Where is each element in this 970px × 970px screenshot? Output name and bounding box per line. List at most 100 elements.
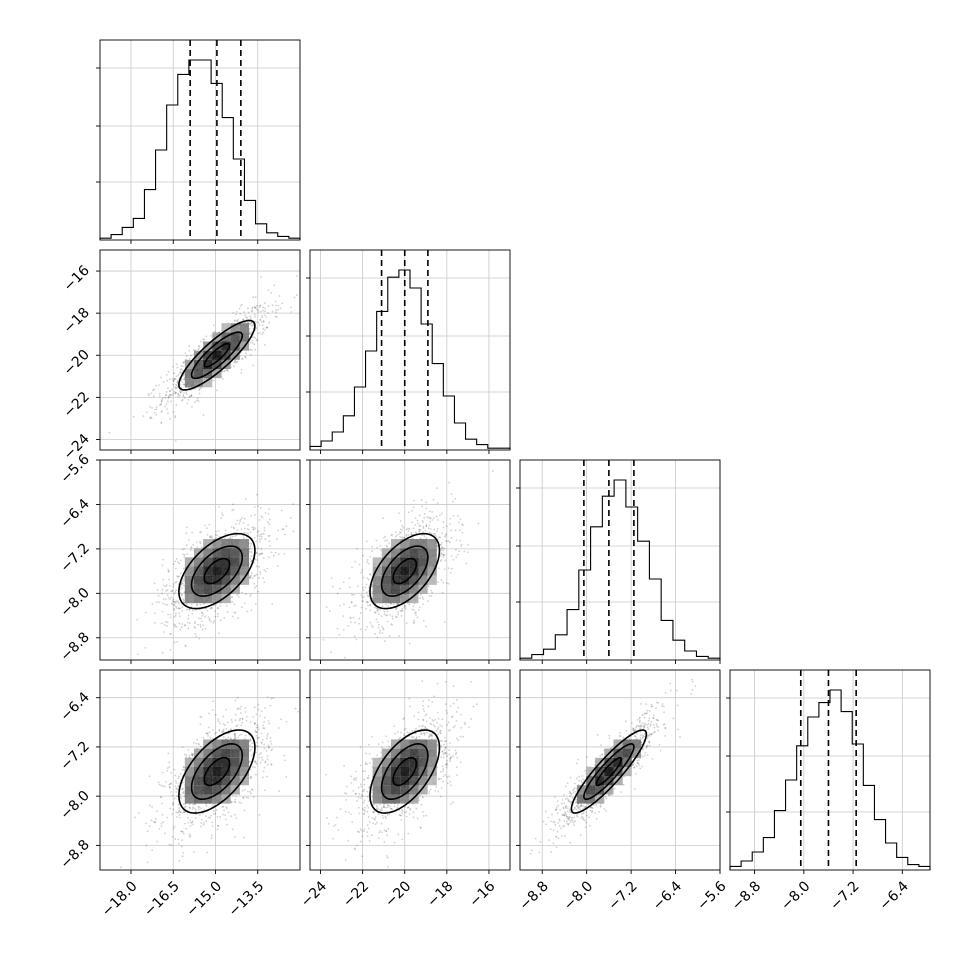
scatter-point [208, 712, 210, 715]
scatter-point [235, 534, 238, 536]
scatter-point [138, 812, 140, 814]
scatter-point [189, 609, 191, 611]
scatter-point [418, 606, 421, 609]
scatter-point [188, 833, 191, 836]
scatter-point [367, 590, 370, 592]
scatter-point [174, 377, 176, 380]
density-cell [184, 776, 194, 786]
scatter-point [249, 740, 252, 742]
scatter-point [384, 535, 387, 538]
scatter-point [264, 307, 267, 310]
scatter-point [258, 813, 261, 816]
scatter-point [187, 749, 190, 751]
scatter-point [371, 626, 374, 629]
density-cell [212, 341, 222, 351]
scatter-point [232, 365, 235, 368]
scatter-point [180, 368, 183, 370]
scatter-point [241, 789, 244, 792]
scatter-point [412, 499, 415, 502]
scatter-point [181, 623, 184, 625]
scatter-point [271, 603, 274, 606]
scatter-point [151, 407, 153, 409]
density-cell [239, 776, 249, 786]
scatter-point [412, 527, 415, 530]
scatter-point [397, 611, 400, 613]
scatter-point [458, 550, 461, 553]
scatter-point [265, 327, 268, 329]
scatter-point [366, 831, 369, 833]
scatter-point [193, 807, 196, 810]
scatter-point [445, 525, 448, 528]
scatter-point [236, 319, 238, 322]
scatter-point [234, 699, 237, 702]
scatter-point [290, 311, 293, 313]
scatter-point [437, 567, 440, 570]
scatter-point [183, 810, 185, 813]
scatter-point [163, 785, 166, 788]
scatter-point [178, 394, 181, 397]
scatter-point [255, 321, 257, 323]
scatter-point [403, 604, 406, 607]
density-cell [400, 594, 410, 604]
scatter-point [430, 595, 433, 597]
scatter-point [178, 607, 181, 610]
scatter-point [249, 595, 252, 598]
scatter-point [169, 616, 172, 619]
scatter-point [374, 606, 376, 609]
scatter-point [214, 713, 217, 716]
scatter-point [440, 544, 442, 546]
scatter-point [247, 524, 249, 526]
scatter-point [254, 348, 257, 351]
scatter-point [190, 394, 193, 397]
scatter-point [261, 315, 264, 317]
scatter-point [378, 803, 381, 806]
scatter-point [419, 528, 422, 531]
scatter-point [381, 632, 384, 635]
panel-frame [99, 669, 301, 871]
scatter-point [234, 801, 237, 804]
scatter-point [226, 823, 229, 826]
scatter-point [243, 517, 246, 520]
scatter-point [173, 604, 176, 607]
scatter-point [164, 405, 166, 408]
scatter-point [181, 830, 183, 833]
scatter-point [167, 570, 170, 573]
scatter-point [175, 816, 178, 818]
scatter-points-2-0 [136, 493, 295, 656]
scatter-point [440, 553, 443, 556]
scatter-point [168, 578, 171, 581]
scatter-point [366, 591, 368, 594]
scatter-point [461, 523, 464, 526]
scatter-point [460, 545, 463, 547]
scatter-point [237, 617, 239, 620]
scatter-point [169, 648, 172, 651]
scatter-point [234, 612, 237, 614]
scatter-point [264, 707, 266, 709]
scatter-point [224, 814, 227, 816]
scatter-point [175, 567, 177, 570]
scatter-point [155, 413, 158, 416]
scatter-point [362, 595, 365, 598]
density-cell [184, 757, 194, 767]
scatter-point [414, 612, 416, 614]
density-cell [212, 584, 222, 595]
scatter-point [205, 607, 207, 610]
density-cell [418, 539, 428, 549]
density-cell [221, 557, 231, 567]
scatter-point [377, 607, 380, 610]
scatter-point [213, 330, 216, 333]
scatter-point [258, 306, 261, 308]
scatter-point [253, 336, 255, 338]
scatter-point [217, 529, 220, 532]
scatter-point [160, 411, 163, 413]
scatter-point [257, 332, 259, 335]
scatter-point [203, 808, 206, 811]
scatter-point [254, 761, 257, 763]
scatter-point [467, 544, 469, 546]
scatter-point [350, 781, 353, 784]
density-cell [203, 566, 213, 576]
scatter-point [267, 720, 270, 722]
scatter-point [177, 601, 180, 604]
scatter-point [174, 392, 177, 394]
scatter-point [443, 748, 446, 751]
